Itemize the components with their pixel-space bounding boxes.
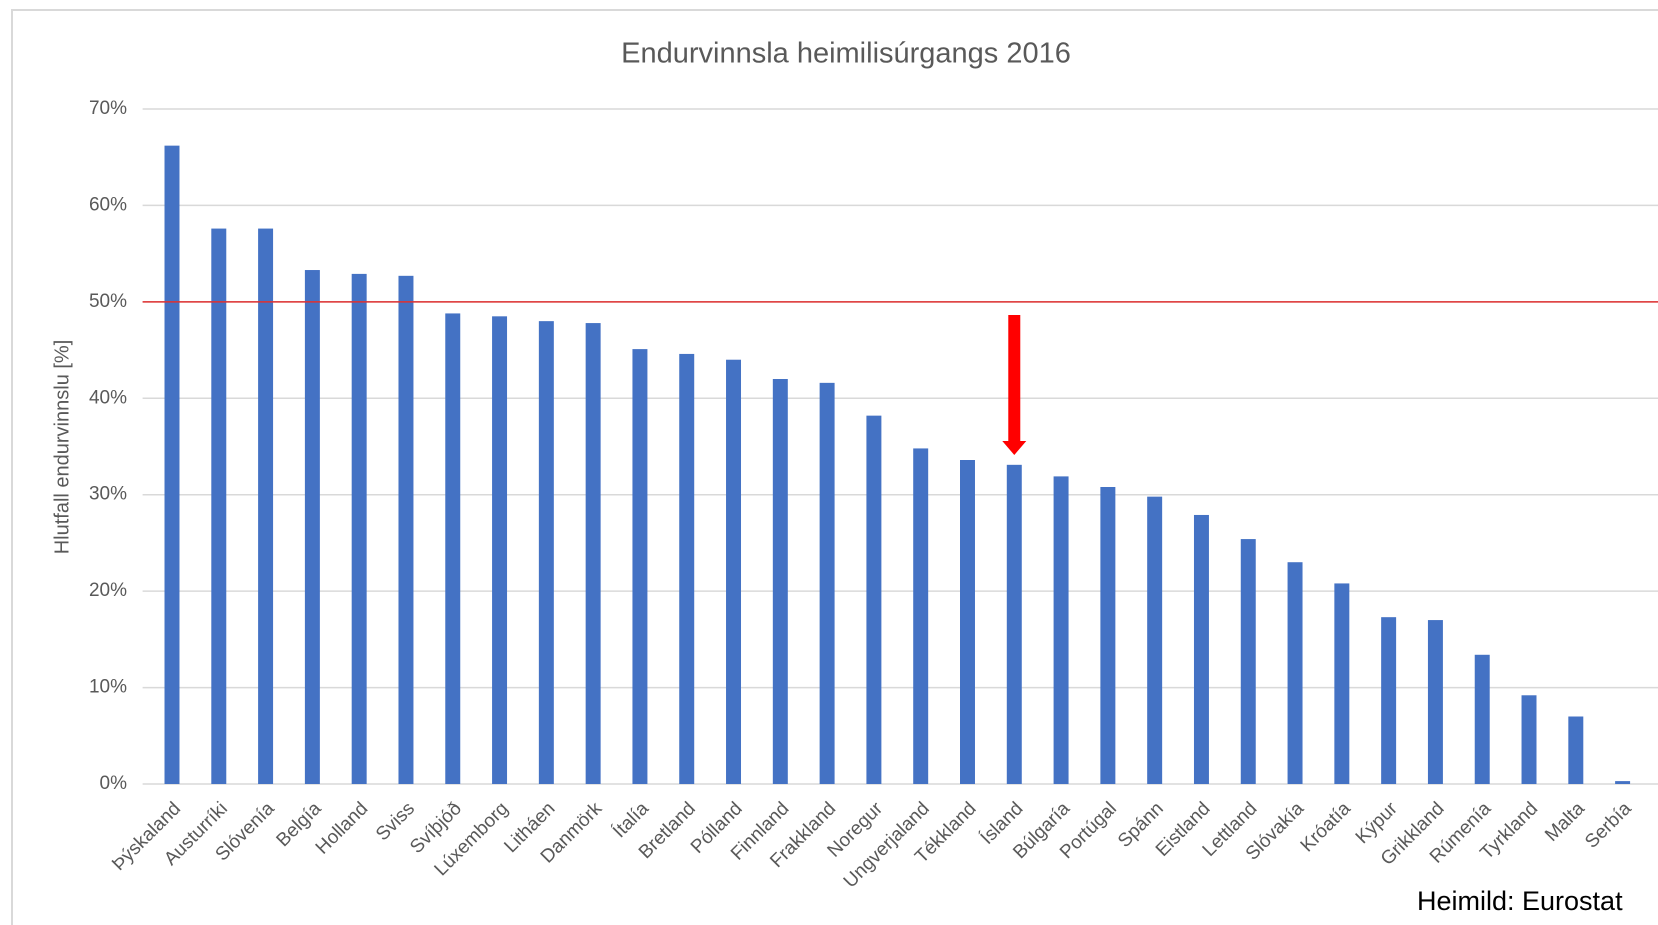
bar: [960, 460, 975, 784]
bar: [211, 228, 227, 785]
bar: [258, 228, 274, 785]
bar: [1240, 539, 1256, 784]
y-tick-label: 70%: [89, 98, 127, 119]
y-tick-label: 10%: [89, 677, 127, 698]
y-axis-label: Hlutfall endurvinnslu [%]: [51, 340, 73, 555]
bar: [726, 359, 742, 784]
y-tick-label: 40%: [89, 387, 127, 408]
bar: [1381, 617, 1397, 784]
source-note: Heimild: Eurostat: [1417, 886, 1623, 916]
bar: [632, 349, 648, 784]
x-tick-label: Serbía: [1581, 798, 1636, 853]
chart-frame: [11, 9, 1658, 925]
bar: [1568, 716, 1584, 784]
bar: [1287, 562, 1303, 784]
bar: [679, 353, 695, 784]
bar: [772, 379, 788, 784]
bar: [1615, 781, 1631, 784]
y-tick-label: 20%: [89, 580, 127, 601]
bar: [1147, 496, 1163, 784]
bar: [585, 323, 601, 784]
bar: [1053, 476, 1069, 784]
bar: [164, 145, 180, 785]
bar: [1193, 514, 1209, 784]
bar: [1334, 583, 1350, 784]
bar: [398, 275, 414, 784]
bar: [304, 270, 320, 784]
bar: [1006, 464, 1022, 784]
bar: [538, 321, 554, 784]
chart-title: Endurvinnsla heimilisúrgangs 2016: [621, 38, 1071, 70]
y-tick-label: 50%: [89, 291, 127, 312]
bar: [445, 313, 461, 784]
bar: [1474, 654, 1490, 784]
highlight-arrow: [1002, 315, 1027, 455]
bar: [1427, 620, 1443, 784]
y-tick-label: 60%: [89, 194, 127, 215]
bar: [351, 273, 367, 784]
bar: [819, 382, 835, 784]
bar: [1521, 695, 1537, 784]
bar: [913, 448, 929, 784]
y-tick-label: 30%: [89, 484, 127, 505]
bar: [866, 415, 882, 784]
x-tick-label: Króatía: [1297, 798, 1355, 856]
bar: [1100, 487, 1116, 784]
bar: [492, 316, 508, 784]
x-tick-label: Holland: [312, 798, 372, 858]
y-tick-label: 0%: [100, 773, 128, 794]
